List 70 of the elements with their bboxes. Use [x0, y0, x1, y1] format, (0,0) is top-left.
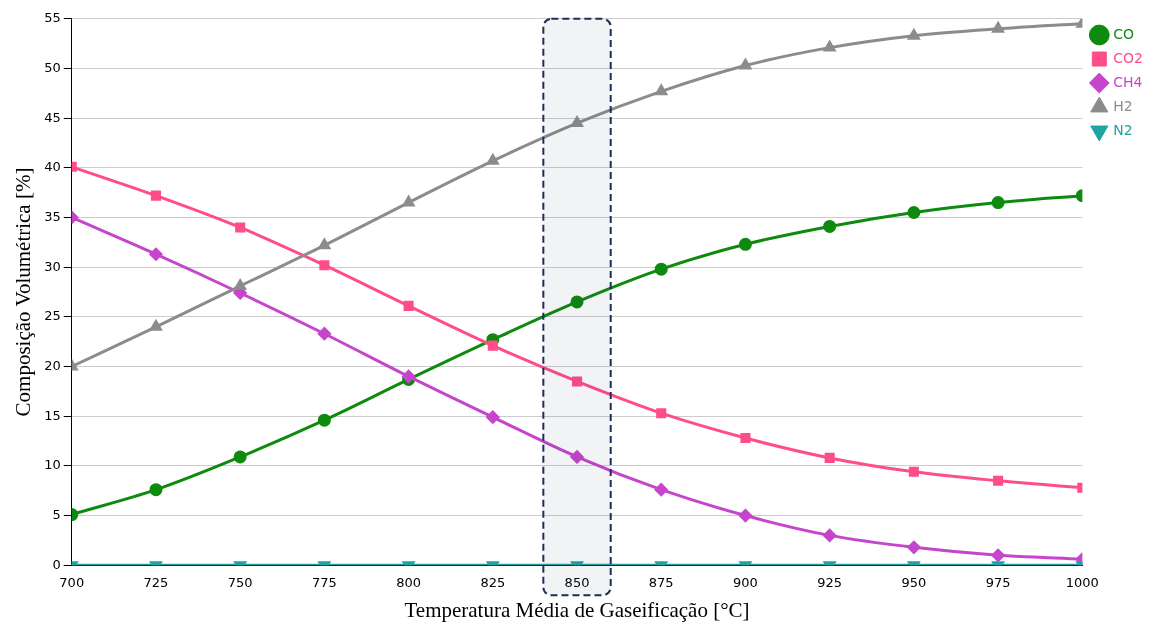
- y-tick-label: 10: [44, 457, 61, 473]
- x-tick-label: 825: [480, 575, 506, 591]
- point: [319, 260, 330, 271]
- point: [317, 413, 331, 427]
- y-tick-label: 5: [52, 506, 61, 522]
- point: [486, 154, 499, 165]
- y-tick-label: 45: [44, 109, 61, 125]
- x-tick-label: 775: [311, 575, 337, 591]
- point: [823, 219, 837, 233]
- point: [317, 327, 331, 341]
- point: [908, 29, 920, 40]
- point: [487, 340, 498, 351]
- x-tick-label: 900: [733, 575, 758, 591]
- legend-label: H2: [1113, 97, 1133, 114]
- y-tick-label: 25: [44, 308, 61, 324]
- x-tick-label: 700: [59, 575, 85, 591]
- x-axis-title: Temperatura Média de Gaseificação [°C]: [404, 597, 750, 622]
- point: [992, 22, 1004, 33]
- y-tick-label: 30: [44, 258, 61, 274]
- y-axis-title: Composição Volumétrica [%]: [11, 167, 36, 417]
- point: [654, 262, 668, 276]
- point: [150, 320, 162, 331]
- point: [738, 237, 752, 251]
- y-tick-label: 20: [44, 357, 61, 373]
- x-tick-label: 1000: [1065, 575, 1099, 591]
- point: [656, 408, 667, 419]
- point: [149, 483, 163, 497]
- point: [907, 540, 921, 554]
- point: [738, 509, 752, 523]
- legend-label: N2: [1113, 121, 1133, 138]
- point: [571, 116, 583, 128]
- point: [823, 528, 837, 542]
- point: [655, 84, 668, 96]
- point: [235, 222, 246, 233]
- x-tick-label: 875: [648, 575, 674, 591]
- x-tick-label: 950: [901, 575, 927, 591]
- point: [908, 466, 919, 477]
- y-tick-label: 0: [52, 556, 61, 572]
- point: [403, 300, 414, 311]
- x-tick-label: 975: [985, 575, 1011, 591]
- y-tick-label: 15: [44, 407, 61, 423]
- point: [907, 206, 921, 220]
- point: [993, 475, 1004, 486]
- legend-label: CH4: [1113, 73, 1143, 90]
- legend-label: CO: [1113, 25, 1135, 42]
- point: [571, 376, 583, 387]
- point: [150, 190, 161, 201]
- point: [570, 295, 584, 309]
- point: [570, 450, 584, 464]
- point: [318, 238, 331, 250]
- y-tick-label: 55: [44, 10, 61, 26]
- point: [233, 450, 247, 464]
- point: [824, 452, 835, 463]
- point: [991, 196, 1005, 210]
- x-tick-label: 725: [143, 575, 169, 591]
- point: [149, 247, 163, 261]
- y-tick-label: 50: [44, 59, 61, 75]
- point: [991, 548, 1005, 562]
- point: [234, 279, 246, 291]
- y-tick-label: 40: [44, 159, 61, 175]
- y-tick-label: 35: [44, 208, 61, 224]
- point: [739, 58, 752, 70]
- point: [740, 433, 751, 444]
- x-tick-label: 750: [227, 575, 253, 591]
- legend-label: CO2: [1113, 49, 1143, 66]
- point: [486, 410, 500, 424]
- point: [654, 483, 668, 497]
- x-tick-label: 925: [817, 575, 843, 591]
- x-tick-label: 800: [396, 575, 422, 591]
- x-tick-label: 850: [564, 575, 590, 591]
